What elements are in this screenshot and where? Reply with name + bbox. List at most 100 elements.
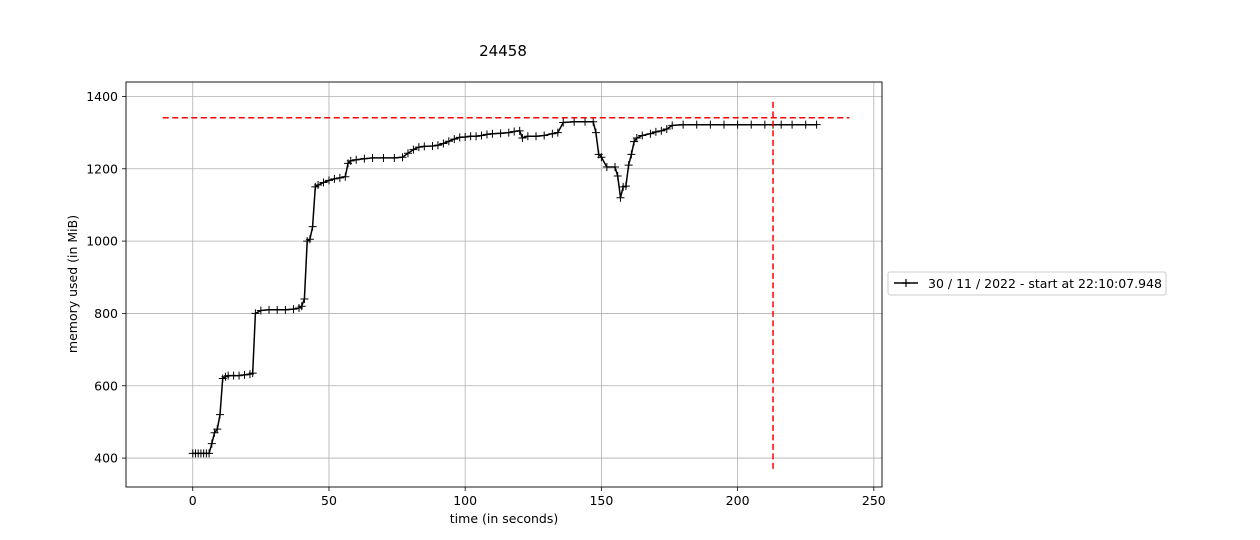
- y-axis-label: memory used (in MiB): [65, 215, 80, 353]
- data-point-marker: [213, 425, 222, 434]
- data-point-marker: [439, 139, 448, 148]
- data-point-marker: [591, 128, 600, 137]
- data-point-marker: [760, 120, 769, 129]
- data-point-marker: [777, 120, 786, 129]
- y-tick-label: 800: [94, 306, 118, 321]
- data-point-marker: [657, 126, 666, 135]
- x-tick-label: 250: [862, 493, 886, 508]
- data-point-marker: [638, 131, 647, 140]
- data-point-marker: [613, 172, 622, 181]
- data-point-marker: [733, 120, 742, 129]
- data-point-marker: [235, 371, 244, 380]
- data-point-marker: [540, 131, 549, 140]
- legend: 30 / 11 / 2022 - start at 22:10:07.948: [887, 271, 1167, 296]
- y-tick-label: 1000: [86, 234, 118, 249]
- x-axis-ticks: 0 50 100 150 200 250: [189, 487, 886, 508]
- data-point-marker: [403, 149, 412, 158]
- data-point-marker: [662, 125, 671, 134]
- data-point-marker: [488, 129, 497, 138]
- data-point-marker: [444, 137, 453, 146]
- data-point-marker: [692, 120, 701, 129]
- data-point-marker: [251, 309, 260, 318]
- data-point-marker: [597, 153, 606, 162]
- data-point-marker: [515, 126, 524, 135]
- data-point-marker: [472, 132, 481, 141]
- chart-title: 24458: [479, 42, 527, 60]
- data-point-marker: [504, 128, 513, 137]
- data-point-marker: [581, 117, 590, 126]
- data-point-marker: [335, 173, 344, 182]
- data-point-marker: [570, 117, 579, 126]
- data-point-marker: [706, 120, 715, 129]
- y-tick-label: 1400: [86, 89, 118, 104]
- data-point-marker: [611, 162, 620, 171]
- data-point-marker: [523, 132, 532, 141]
- data-point-marker: [281, 305, 290, 314]
- data-point-marker: [314, 181, 323, 190]
- data-point-marker: [205, 449, 214, 458]
- data-point-marker: [324, 176, 333, 185]
- data-point-marker: [273, 305, 282, 314]
- y-axis-ticks: 400 600 800 1000 1200 1400: [86, 89, 126, 466]
- data-point-marker: [627, 150, 636, 159]
- data-point-marker: [646, 129, 655, 138]
- reference-lines: [162, 101, 850, 469]
- data-point-marker: [379, 153, 388, 162]
- data-point-marker: [319, 178, 328, 187]
- data-point-marker: [518, 134, 527, 143]
- data-point-marker: [256, 306, 265, 315]
- data-point-marker: [602, 162, 611, 171]
- data-point-marker: [215, 410, 224, 419]
- data-point-marker: [297, 302, 306, 311]
- data-point-marker: [679, 120, 688, 129]
- data-point-marker: [668, 121, 677, 130]
- series-line: [192, 121, 817, 455]
- data-point-marker: [428, 142, 437, 151]
- x-axis-label: time (in seconds): [450, 511, 558, 526]
- series-layer: [188, 117, 821, 458]
- data-point-marker: [414, 143, 423, 152]
- data-point-marker: [409, 145, 418, 154]
- data-point-marker: [305, 235, 314, 244]
- data-point-marker: [812, 120, 821, 129]
- data-point-marker: [207, 439, 216, 448]
- data-point-marker: [330, 174, 339, 183]
- data-point-marker: [308, 222, 317, 231]
- data-point-marker: [788, 120, 797, 129]
- data-point-marker: [510, 127, 519, 136]
- data-point-marker: [621, 182, 630, 191]
- data-point-marker: [265, 305, 274, 314]
- plot-frame: [125, 81, 883, 488]
- legend-box: [887, 271, 1167, 296]
- x-tick-label: 100: [453, 493, 477, 508]
- data-point-marker: [632, 134, 641, 143]
- data-point-marker: [548, 129, 557, 138]
- data-point-marker: [341, 172, 350, 181]
- y-tick-label: 600: [94, 378, 118, 393]
- data-point-marker: [360, 154, 369, 163]
- y-tick-label: 1200: [86, 161, 118, 176]
- data-point-marker: [589, 117, 598, 126]
- data-point-marker: [368, 153, 377, 162]
- data-point-marker: [450, 135, 459, 144]
- data-point-marker: [390, 153, 399, 162]
- x-tick-label: 0: [189, 493, 197, 508]
- data-point-marker: [559, 118, 568, 127]
- legend-entry-label: 30 / 11 / 2022 - start at 22:10:07.948: [928, 276, 1162, 291]
- x-tick-label: 150: [589, 493, 613, 508]
- data-point-marker: [477, 131, 486, 140]
- data-point-marker: [624, 161, 633, 170]
- data-point-marker: [616, 193, 625, 202]
- legend-marker-swatch: [902, 279, 910, 287]
- grid-lines: [126, 82, 882, 487]
- data-point-marker: [289, 305, 298, 314]
- data-point-marker: [553, 128, 562, 137]
- data-point-marker: [240, 370, 249, 379]
- data-point-marker: [651, 127, 660, 136]
- data-point-marker: [420, 142, 429, 151]
- data-point-marker: [461, 132, 470, 141]
- data-point-marker: [747, 120, 756, 129]
- data-point-marker: [398, 153, 407, 162]
- x-tick-label: 200: [726, 493, 750, 508]
